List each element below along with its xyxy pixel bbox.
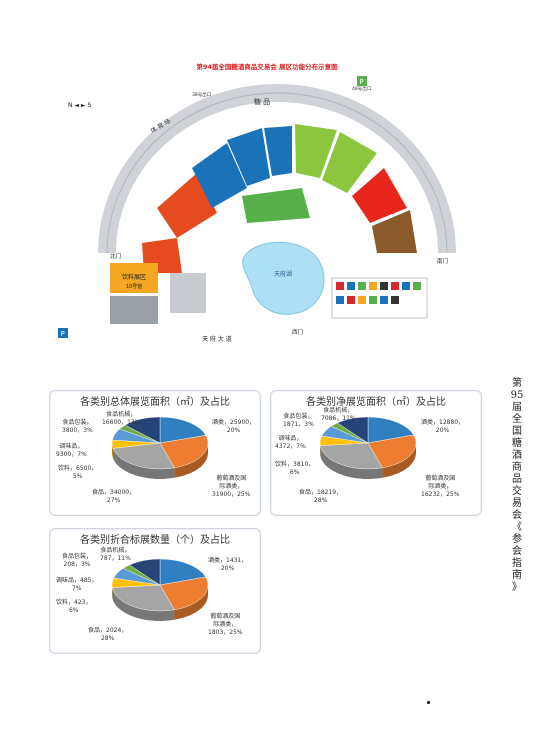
pie-chart (111, 558, 209, 621)
label-liquor: 酒类，12880， 20% (421, 419, 465, 434)
pie-slice-葡萄酒及国际酒类 (367, 434, 417, 469)
pie-slice-葡萄酒及国际酒类 (159, 576, 209, 611)
legend-icons (336, 282, 421, 304)
pie-chart (319, 416, 417, 479)
pie-slice-食品 (111, 584, 175, 612)
side-char: 糖 (512, 438, 522, 449)
label-food: 食品，2024， 28% (88, 627, 128, 642)
gate-north: 北门 (110, 252, 121, 260)
side-char: 《 (512, 522, 522, 533)
pie-slice-食品 (319, 442, 383, 470)
side-char: 全 (512, 414, 522, 425)
side-char: 品 (512, 474, 522, 485)
pie-side-葡萄酒及国际酒类 (174, 443, 208, 478)
label-wine: 葡萄酒及国 际酒类， 1803，25% (208, 613, 243, 636)
chart-title: 各类别折合标展数量（个）及占比 (80, 535, 230, 546)
hall-wedges (142, 124, 417, 273)
pie-slice-葡萄酒及国际酒类 (159, 435, 209, 469)
side-char: 指 (512, 558, 522, 569)
chart-net-area: 各类别净展览面积（㎡）及占比 酒类，12880， 20% 葡萄酒及国 际酒类， … (270, 390, 482, 516)
chart-title: 各类别总体展览面积（㎡）及占比 (80, 397, 230, 408)
pie-slice-食品机械 (337, 416, 369, 444)
label-liquor: 酒类，1431， 20% (208, 557, 248, 572)
label-wine: 葡萄酒及国 际酒类， 31900，25% (212, 475, 251, 498)
gate-west: 西门 (292, 328, 303, 336)
label-wine: 葡萄酒及国 际酒类， 16232，25% (421, 475, 460, 498)
label-seasoning: 调味品，485， 7% (56, 577, 98, 592)
side-char: 》 (512, 582, 522, 593)
pie-slice-食品机械 (129, 558, 161, 586)
label-machinery: 食品机械， 16600，13% (102, 411, 141, 426)
label-beverage: 饮料，423， 6% (56, 599, 92, 614)
side-char: 届 (512, 402, 522, 413)
pie-side-食品 (320, 445, 383, 479)
pie-side-葡萄酒及国际酒类 (174, 585, 208, 620)
venue-map: 第94届全国糖酒商品交易会 展区功能分布示意图 N ◄ ► S 糖 品 体 育 … (52, 58, 472, 350)
pie-slice-食品 (112, 442, 175, 470)
pie-side-食品 (113, 448, 175, 479)
label-food: 食品，34000， 27% (92, 489, 136, 504)
side-char: 国 (512, 426, 522, 437)
side-char: 酒 (512, 450, 522, 461)
pie-slice-酒类 (159, 416, 207, 444)
label-seasoning: 调味品， 9300，7% (56, 443, 87, 458)
chart-total-area: 各类别总体展览面积（㎡）及占比 酒类，25900， 20% 葡萄酒及国 际酒类，… (49, 390, 261, 516)
road-top: 糖 品 (254, 97, 270, 106)
gate-48: 48号出口 (352, 85, 371, 92)
label-food: 食品，18219， 28% (299, 489, 343, 504)
page-dot (427, 701, 430, 704)
label-packaging: 食品包装， 1871，3% (283, 413, 314, 428)
pie-chart (111, 416, 209, 479)
side-char: 参 (512, 534, 522, 545)
side-char: 易 (512, 498, 522, 509)
side-char: 第 (512, 378, 522, 389)
label-seasoning: 调味品， 4372，7% (275, 435, 306, 450)
gate-south: 南门 (437, 257, 448, 265)
side-char: 南 (512, 570, 522, 581)
label-machinery: 食品机械， 787，11% (100, 547, 131, 562)
gate-38: 38号出口 (192, 91, 211, 98)
pie-slice-酒类 (159, 558, 206, 586)
side-char: 95 (510, 390, 524, 401)
chart-title: 各类别净展览面积（㎡）及占比 (306, 397, 446, 408)
side-char: 商 (512, 462, 522, 473)
pie-slice-酒类 (367, 416, 414, 444)
pie-side-饮料 (112, 443, 114, 459)
pie-slice-食品机械 (124, 416, 161, 444)
side-char: 会 (512, 510, 522, 521)
side-char: 交 (512, 486, 522, 497)
pie-side-食品 (112, 587, 175, 621)
pie-side-葡萄酒及国际酒类 (382, 443, 416, 478)
side-char: 会 (512, 546, 522, 557)
drinks-zone: 饮料展区 (122, 273, 146, 281)
label-packaging: 食品包装， 208，3% (62, 553, 93, 568)
label-beverage: 饮料，3810， 6% (275, 461, 315, 476)
chart-standard-booths: 各类别折合标展数量（个）及占比 酒类，1431， 20% 葡萄酒及国 际酒类， … (49, 528, 261, 654)
label-machinery: 食品机械， 7086，11% (321, 407, 356, 422)
label-packaging: 食品包装， 3800，3% (62, 419, 93, 434)
label-beverage: 饮料，6500， 5% (58, 465, 98, 480)
label-liquor: 酒类，25900， 20% (212, 419, 256, 434)
lake-label: 天府湖 (274, 270, 292, 278)
parking-icon: P (61, 330, 65, 338)
map-title: 第94届全国糖酒商品交易会 展区功能分布示意图 (196, 62, 338, 71)
parking-icon-2: P (360, 78, 364, 86)
compass: N ◄ ► S (68, 102, 91, 109)
side-title: 第 95 届全国糖酒商品交易会《参会指南》 (506, 378, 528, 594)
drinks-hall: 10号馆 (126, 283, 142, 290)
road-bottom: 天 府 大 道 (202, 335, 232, 343)
